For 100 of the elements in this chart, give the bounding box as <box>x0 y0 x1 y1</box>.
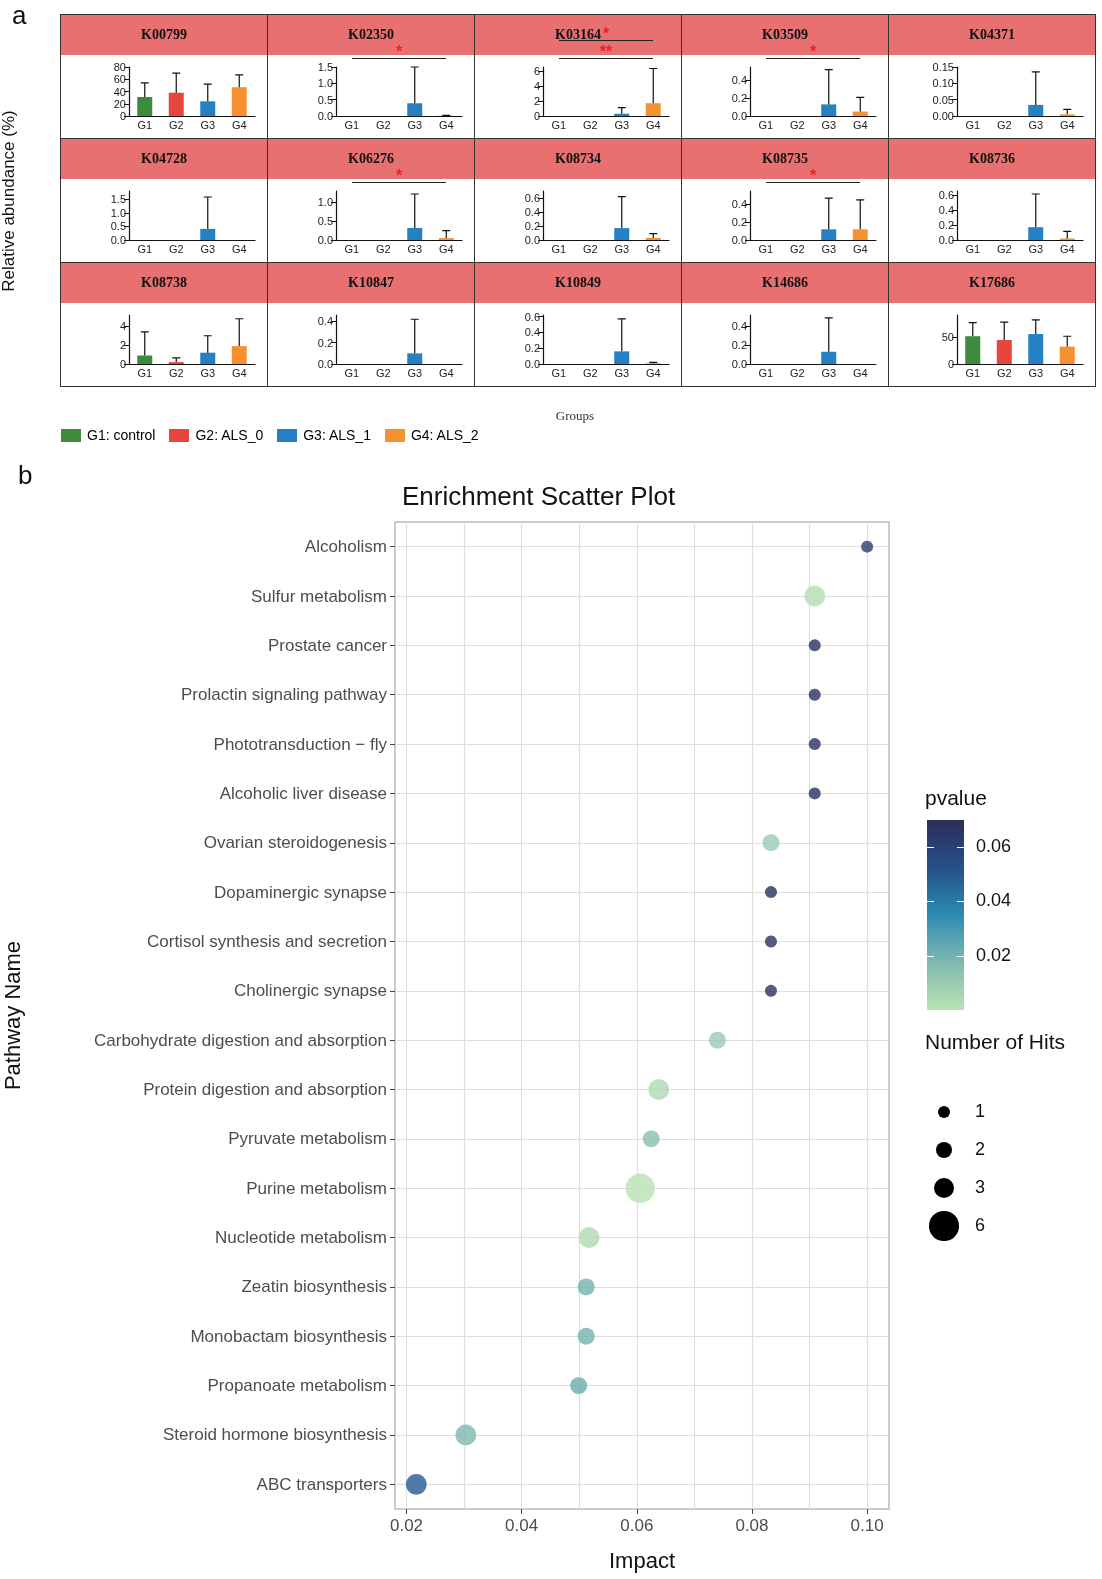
y-tick-label: 0.4 <box>731 198 747 211</box>
legend-label: 1 <box>975 1101 986 1122</box>
chart-title: K10847 <box>268 263 474 303</box>
text: b <box>18 460 33 491</box>
significance-bracket: * <box>351 44 447 59</box>
chart-title: K03509 <box>762 27 808 42</box>
chart-title: K08734 <box>475 139 681 179</box>
y-tick-label: 1.0 <box>317 196 333 209</box>
x-tick-label: G3 <box>821 366 837 379</box>
x-axis-title: Groups <box>555 408 595 424</box>
x-tick-label: G3 <box>1028 366 1044 379</box>
x-tick-label: G4 <box>645 118 661 131</box>
x-tick-label: G3 <box>821 242 837 255</box>
y-tick-label: 0.2 <box>317 336 333 349</box>
y-tick-label: 0.10 <box>932 77 954 90</box>
y-tick-label: Propanoate metabolism <box>207 1376 387 1396</box>
y-tick-label: 0.0 <box>731 234 747 246</box>
y-tick-label: 4 <box>533 79 540 92</box>
chart-title: K02350 <box>348 27 394 42</box>
x-tick-label: 0.10 <box>850 1516 884 1535</box>
x-tick-label: G2 <box>375 118 391 131</box>
x-tick-label: 0.02 <box>389 1516 424 1535</box>
y-tick-label: 0.0 <box>317 358 333 370</box>
x-tick-label: G2 <box>582 118 598 131</box>
x-tick-label: G3 <box>614 366 630 379</box>
y-tick-label: 0.05 <box>932 93 954 106</box>
x-tick-label: G2 <box>996 242 1012 255</box>
x-tick-label: G1 <box>758 366 774 379</box>
color-bar-title: pvalue <box>925 786 987 810</box>
legend-label: 6 <box>975 1215 986 1236</box>
x-tick-label: G4 <box>438 118 454 131</box>
y-tick-label: Dopaminergic synapse <box>214 882 387 902</box>
x-tick-label: G3 <box>407 242 423 255</box>
y-tick-label: 0.0 <box>317 234 333 246</box>
x-tick-label: G2 <box>996 118 1012 131</box>
x-tick-label: G4 <box>1059 242 1075 255</box>
y-tick-label: 0.15 <box>932 61 954 73</box>
y-tick-label: Phototransduction − fly <box>213 734 388 754</box>
significance-bracket: * <box>765 44 861 59</box>
x-tick-label: G2 <box>168 118 184 131</box>
x-tick-label: G3 <box>200 366 216 379</box>
x-tick-label: G4 <box>852 242 868 255</box>
y-tick-label: Protein digestion and absorption <box>143 1080 387 1100</box>
x-tick-label: G4 <box>852 366 868 379</box>
x-tick-label: G1 <box>965 242 981 255</box>
color-bar-label: 0.04 <box>976 890 1012 912</box>
x-tick-label: G1 <box>137 366 153 379</box>
x-tick-label: G1 <box>344 366 360 379</box>
y-tick-label: 0 <box>533 110 540 122</box>
x-tick-label: G3 <box>1028 118 1044 131</box>
x-tick-label: G2 <box>789 366 805 379</box>
x-tick-label: G3 <box>614 242 630 255</box>
y-tick-label: 0.5 <box>317 215 333 228</box>
x-tick-label: G3 <box>407 366 423 379</box>
color-bar-label: 0.02 <box>976 944 1012 966</box>
y-tick-label: 0.4 <box>938 203 954 216</box>
y-tick-label: Sulfur metabolism <box>250 586 387 606</box>
x-tick-label: G2 <box>375 242 391 255</box>
x-tick-label: G3 <box>407 118 423 131</box>
x-tick-label: 0.06 <box>620 1516 654 1535</box>
y-tick-label: 2 <box>119 339 126 352</box>
legend-label: G3: ALS_1 <box>303 427 371 443</box>
y-tick-label: 1.5 <box>110 193 126 206</box>
y-tick-label: Zeatin biosynthesis <box>241 1277 387 1297</box>
x-tick-label: 0.08 <box>735 1516 769 1535</box>
y-tick-label: 0.5 <box>317 93 333 106</box>
y-tick-label: 50 <box>941 330 954 343</box>
y-tick-label: 1.0 <box>317 77 333 90</box>
x-tick-label: G2 <box>789 242 805 255</box>
y-tick-label: 0.6 <box>938 188 954 201</box>
x-tick-label: G2 <box>789 118 805 131</box>
y-tick-label: 0.2 <box>731 216 747 229</box>
y-tick-label: Steroid hormone biosynthesis <box>163 1425 387 1445</box>
x-tick-label: G3 <box>200 118 216 131</box>
y-tick-label: 0.6 <box>524 310 540 323</box>
y-tick-label: 0.00 <box>932 110 954 122</box>
legend-label: 2 <box>975 1139 986 1160</box>
x-tick-label: G2 <box>375 366 391 379</box>
y-tick-label: 0.0 <box>110 234 126 246</box>
x-tick-label: G4 <box>231 366 247 379</box>
y-tick-label: 0.4 <box>317 315 333 328</box>
chart-title: Enrichment Scatter Plot <box>402 481 676 511</box>
x-tick-label: G3 <box>1028 242 1044 255</box>
x-tick-label: G1 <box>551 366 567 379</box>
x-tick-label: G4 <box>438 366 454 379</box>
y-tick-label: 6 <box>533 64 540 77</box>
y-tick-label: 0.6 <box>524 192 540 204</box>
y-axis-title: Pathway Name <box>0 940 25 1091</box>
legend-label: G2: ALS_0 <box>195 427 264 443</box>
y-tick-label: Monobactam biosynthesis <box>190 1326 387 1346</box>
y-tick-label: 0 <box>119 358 126 370</box>
significance-bracket: * <box>765 168 861 183</box>
x-tick-label: G4 <box>645 242 661 255</box>
text: a <box>12 0 27 31</box>
chart-title: K06276 <box>348 151 394 166</box>
legend-label: 3 <box>975 1177 986 1198</box>
x-tick-label: G2 <box>168 366 184 379</box>
y-tick-label: 0.0 <box>524 234 540 246</box>
chart-title: K17686 <box>889 263 1095 303</box>
y-tick-label: 0.2 <box>731 339 747 352</box>
